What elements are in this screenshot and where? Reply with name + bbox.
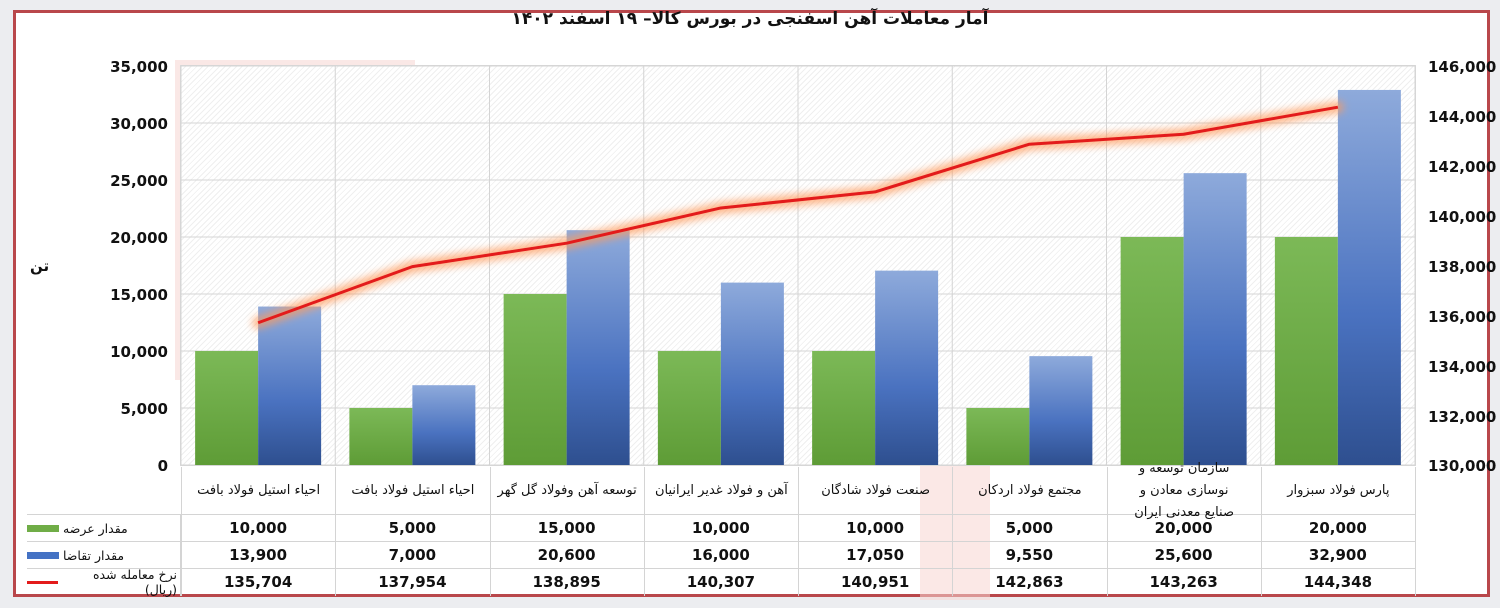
y-tick: 30,000 <box>110 115 168 133</box>
table-divider <box>489 514 491 596</box>
demand-value-cell: 16,000 <box>691 546 750 564</box>
supply-value-cell: 20,000 <box>1154 519 1213 537</box>
y-tick: 5,000 <box>120 400 168 418</box>
supply-bar <box>966 408 1030 465</box>
price-value-cell: 140,951 <box>840 573 910 591</box>
price-line <box>257 105 1339 325</box>
table-divider <box>180 514 181 596</box>
supply-bar <box>1120 237 1184 465</box>
demand-value-cell: 9,550 <box>1005 546 1054 564</box>
y2-tick: 146,000 <box>1428 58 1497 76</box>
demand-value-cell: 32,900 <box>1308 546 1367 564</box>
category-label: مجتمع فولاد اردکان <box>952 467 1106 515</box>
category-label: احیاء استیل فولاد بافت <box>335 467 489 515</box>
supply-value-cell: 5,000 <box>388 519 437 537</box>
y2-tick: 130,000 <box>1428 457 1497 475</box>
legend-price-label: نرخ معامله شده (ریال) <box>92 567 177 597</box>
y2-tick: 136,000 <box>1428 308 1497 326</box>
table-divider <box>1415 467 1416 596</box>
demand-bar <box>566 230 630 465</box>
category-label: توسعه آهن وفولاد گل گهر <box>489 467 644 515</box>
bars <box>195 89 1401 465</box>
supply-bar <box>812 351 876 465</box>
y2-tick: 132,000 <box>1428 408 1497 426</box>
demand-value-cell: 20,600 <box>537 546 596 564</box>
y2-tick: 138,000 <box>1428 258 1497 276</box>
table-divider <box>1106 514 1108 596</box>
price-value-cell: 142,863 <box>995 573 1064 591</box>
legend-price: نرخ معامله شده (ریال) <box>27 567 181 597</box>
y2-tick: 140,000 <box>1428 208 1497 226</box>
y-tick: 35,000 <box>110 58 168 76</box>
demand-value-cell: 7,000 <box>388 546 437 564</box>
demand-bar <box>1183 173 1247 465</box>
y-tick: 25,000 <box>110 172 168 190</box>
table-divider <box>27 514 1416 515</box>
legend-supply-label: مقدار عرضه <box>63 520 128 536</box>
legend-supply: مقدار عرضه <box>27 515 181 541</box>
supply-bar <box>349 408 413 465</box>
table-divider <box>1260 514 1262 596</box>
y2-tick: 134,000 <box>1428 358 1497 376</box>
supply-value-cell: 20,000 <box>1308 519 1367 537</box>
supply-value-cell: 10,000 <box>846 519 905 537</box>
table-divider <box>27 568 1416 569</box>
demand-value-cell: 13,900 <box>229 546 288 564</box>
demand-value-cell: 17,050 <box>846 546 905 564</box>
supply-bar <box>657 351 721 465</box>
supply-bar <box>1274 237 1338 465</box>
y-axis-unit-label: تن <box>30 257 50 275</box>
category-label: صنعت فولاد شادگان <box>798 467 952 515</box>
y-tick: 10,000 <box>110 343 168 361</box>
table-divider <box>952 514 954 596</box>
y-tick: 0 <box>157 457 168 475</box>
demand-bar <box>720 282 784 465</box>
price-swatch-icon <box>27 580 58 584</box>
demand-swatch-icon <box>27 551 59 559</box>
demand-bar <box>412 385 476 465</box>
supply-bar <box>503 294 567 465</box>
y-tick: 15,000 <box>110 286 168 304</box>
legend-demand: مقدار تقاضا <box>27 542 181 568</box>
table-divider <box>335 514 337 596</box>
demand-bar <box>875 270 939 465</box>
supply-value-cell: 10,000 <box>691 519 750 537</box>
legend-demand-label: مقدار تقاضا <box>63 547 125 563</box>
table-divider <box>181 514 182 596</box>
supply-swatch-icon <box>27 524 59 532</box>
demand-bar <box>1029 356 1093 465</box>
supply-bar <box>195 351 259 465</box>
demand-value-cell: 25,600 <box>1154 546 1213 564</box>
y2-tick: 142,000 <box>1428 158 1497 176</box>
chart-title: آمار معاملات آهن اسفنجی در بورس کالا– ۱۹… <box>511 9 989 29</box>
demand-bar <box>1337 89 1401 465</box>
price-value-cell: 138,895 <box>532 573 601 591</box>
category-label: احیاء استیل فولاد بافت <box>181 467 335 515</box>
category-label: پارس فولاد سبزوار <box>1260 467 1415 515</box>
price-value-cell: 144,348 <box>1303 573 1373 591</box>
price-line <box>252 101 1344 329</box>
category-label: سازمان توسعه و نوسازی معادن و صنایع معدن… <box>1106 461 1261 520</box>
category-label: آهن و فولاد غدیر ایرانیان <box>643 467 798 515</box>
table-divider <box>27 541 1416 542</box>
table-divider <box>643 514 645 596</box>
supply-value-cell: 15,000 <box>537 519 596 537</box>
y2-tick: 144,000 <box>1428 108 1497 126</box>
table-divider <box>798 514 799 596</box>
price-value-cell: 135,704 <box>223 573 293 591</box>
price-value-cell: 143,263 <box>1149 573 1218 591</box>
demand-bar <box>258 306 322 465</box>
y-tick: 20,000 <box>110 229 168 247</box>
price-value-cell: 137,954 <box>378 573 447 591</box>
supply-value-cell: 5,000 <box>1005 519 1054 537</box>
supply-value-cell: 10,000 <box>229 519 288 537</box>
price-value-cell: 140,307 <box>686 573 756 591</box>
